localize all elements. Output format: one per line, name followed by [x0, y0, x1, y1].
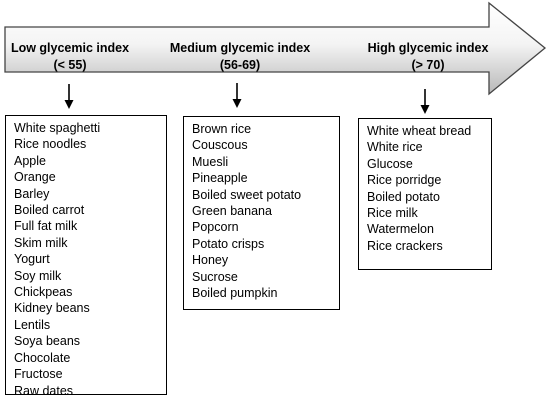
gi-scale-arrow	[4, 1, 547, 96]
low-gi-range: (< 55)	[53, 58, 87, 72]
high-gi-down-arrow-icon	[420, 89, 430, 114]
food-item: Muesli	[192, 154, 229, 169]
food-item: Skim milk	[14, 235, 68, 250]
food-item: Soy milk	[14, 268, 62, 283]
food-item: Boiled carrot	[14, 203, 85, 218]
food-item: Couscous	[192, 138, 248, 153]
food-item: White spaghetti	[14, 121, 101, 135]
low-gi-down-arrow-icon	[64, 84, 74, 109]
food-item: Sucrose	[192, 269, 238, 284]
food-item: Full fat milk	[14, 219, 78, 234]
food-item: Kidney beans	[14, 301, 90, 316]
food-item: Barley	[14, 186, 50, 201]
food-item: Boiled potato	[367, 189, 440, 204]
food-item: Brown rice	[192, 122, 252, 136]
high-gi-header: High glycemic index (> 70)	[358, 40, 498, 74]
food-item: White wheat bread	[367, 124, 472, 138]
high-gi-food-list: White wheat bread White rice Glucose Rice p…	[358, 118, 492, 270]
high-gi-range: (> 70)	[411, 58, 445, 72]
food-item: Chickpeas	[14, 285, 73, 300]
food-item: Chocolate	[14, 350, 71, 365]
food-item: Pineapple	[192, 171, 248, 186]
food-item: Orange	[14, 170, 56, 185]
food-item: Popcorn	[192, 220, 239, 235]
low-gi-header: Low glycemic index (< 55)	[8, 40, 132, 74]
gi-scale-arrow-shape	[4, 1, 547, 96]
food-item: Rice noodles	[14, 137, 87, 152]
food-item: Green banana	[192, 204, 272, 219]
food-item: Yogurt	[14, 252, 50, 267]
low-gi-title: Low glycemic index	[10, 41, 130, 55]
food-item: Rice milk	[367, 206, 418, 221]
food-item: Rice crackers	[367, 238, 443, 253]
food-item: Honey	[192, 253, 229, 268]
food-item: Watermelon	[367, 222, 434, 237]
food-item: Lentils	[14, 317, 51, 332]
high-gi-title: High glycemic index	[367, 41, 489, 55]
food-item: Boiled sweet potato	[192, 187, 302, 202]
food-item: Boiled pumpkin	[192, 286, 278, 301]
medium-gi-title: Medium glycemic index	[169, 41, 311, 55]
food-item: Glucose	[367, 156, 413, 171]
food-item: White rice	[367, 140, 423, 155]
low-gi-food-list: White spaghetti Rice noodles Apple Orange Ba…	[5, 115, 167, 398]
medium-gi-header: Medium glycemic index (56-69)	[160, 40, 320, 74]
food-item: Soya beans	[14, 334, 81, 349]
medium-gi-down-arrow-icon	[232, 83, 242, 108]
food-item: Rice porridge	[367, 173, 442, 188]
food-item: Fructose	[14, 367, 63, 382]
medium-gi-food-list: Brown rice Couscous Muesli Pineapple Boiled …	[183, 116, 340, 310]
food-item: Raw dates	[14, 383, 74, 398]
food-item: Apple	[14, 153, 46, 168]
medium-gi-range: (56-69)	[219, 58, 261, 72]
food-item: Potato crisps	[192, 236, 265, 251]
